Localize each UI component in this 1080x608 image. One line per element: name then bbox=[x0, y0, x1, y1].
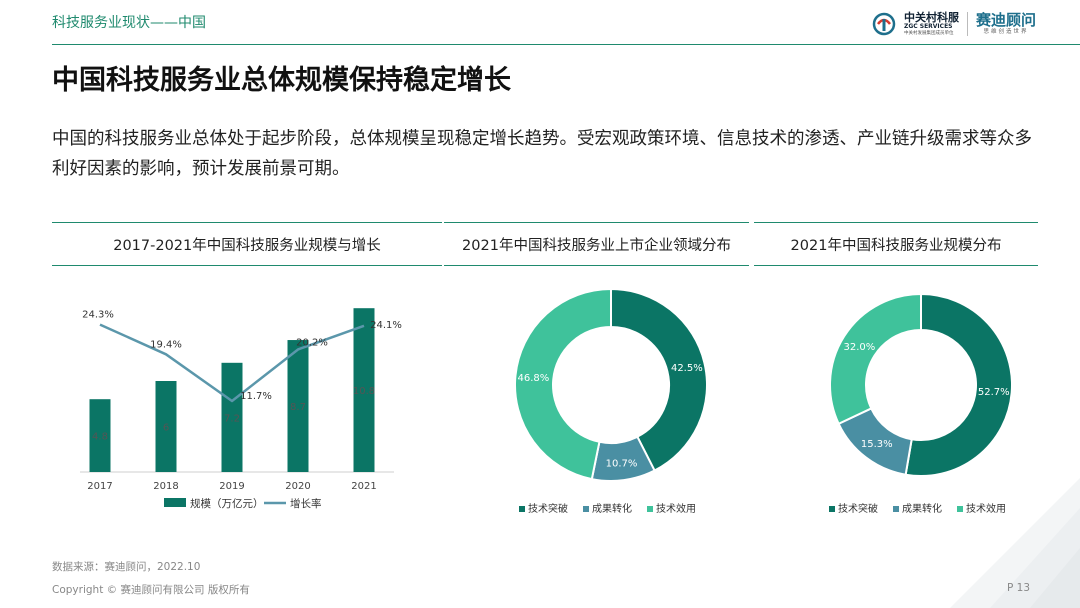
legend-bar-label: 规模（万亿元） bbox=[190, 497, 264, 510]
legend-swatch-技术效用 bbox=[647, 506, 653, 512]
legend-bar-swatch bbox=[164, 498, 186, 507]
donut-slice-技术突破 bbox=[610, 287, 708, 472]
donut-label-技术突破: 52.7% bbox=[978, 387, 1010, 398]
bar-label-2018: 6 bbox=[163, 423, 169, 434]
legend-line-label: 增长率 bbox=[290, 497, 322, 510]
page-header: 科技服务业现状——中国 中关村科服 ZGC SERVICES 中关村发展集团成员… bbox=[0, 0, 1080, 46]
bar-2017 bbox=[89, 399, 111, 472]
legend-label-成果转化: 成果转化 bbox=[592, 502, 632, 515]
page-title: 中国科技服务业总体规模保持稳定增长 bbox=[52, 65, 511, 96]
listed-companies-donut-chart: 42.5% 10.7% 46.8% 技术突破 成果转化 技术效用 bbox=[514, 287, 708, 515]
bar-label-2021: 10.8 bbox=[353, 386, 375, 397]
scale-growth-chart: 4.8 2017 6 2018 7.2 2019 8.7 2020 10.8 2021 24.3% 1… bbox=[80, 308, 402, 510]
donut-label-成果转化: 10.7% bbox=[606, 458, 638, 469]
growth-label-2018: 19.4% bbox=[150, 339, 182, 350]
legend-swatch-成果转化 bbox=[893, 506, 899, 512]
donut-slice-技术突破 bbox=[904, 292, 1013, 477]
bar-2019 bbox=[221, 362, 243, 472]
logo-area: 中关村科服 ZGC SERVICES 中关村发展集团成员单位 赛迪顾问 思维创造… bbox=[872, 8, 1036, 40]
zgc-logo-text: 中关村科服 ZGC SERVICES 中关村发展集团成员单位 bbox=[903, 10, 959, 36]
donut-slice-技术效用 bbox=[829, 292, 922, 426]
copyright-notice: Copyright © 赛迪顾问有限公司 版权所有 bbox=[52, 584, 250, 596]
bar-2018 bbox=[155, 381, 177, 472]
x-tick-label-2021: 2021 bbox=[351, 481, 376, 492]
growth-label-2021: 24.1% bbox=[370, 320, 402, 331]
growth-label-2019: 11.7% bbox=[240, 391, 272, 402]
logo-separator bbox=[966, 12, 968, 36]
data-source-note: 数据来源：赛迪顾问，2022.10 bbox=[52, 561, 201, 573]
legend-label-技术突破: 技术突破 bbox=[528, 502, 568, 515]
decorative-corner-pattern bbox=[950, 478, 1080, 608]
legend-label-技术效用: 技术效用 bbox=[966, 502, 1006, 515]
bar-2021 bbox=[353, 308, 375, 472]
legend-swatch-成果转化 bbox=[583, 506, 589, 512]
legend-swatch-技术突破 bbox=[519, 506, 525, 512]
donut-label-技术突破: 42.5% bbox=[671, 363, 703, 374]
bar-2020 bbox=[287, 340, 309, 472]
donut-slice-技术效用 bbox=[514, 287, 612, 481]
legend-label-技术突破: 技术突破 bbox=[838, 502, 878, 515]
legend-swatch-技术突破 bbox=[829, 506, 835, 512]
section-title: 科技服务业现状——中国 bbox=[52, 15, 206, 31]
growth-label-2017: 24.3% bbox=[82, 310, 114, 321]
bar-label-2019: 7.2 bbox=[224, 413, 240, 424]
header-divider bbox=[52, 44, 1080, 45]
zgc-logo-icon bbox=[872, 12, 896, 36]
intro-paragraph: 中国的科技服务业总体处于起步阶段，总体规模呈现稳定增长趋势。受宏观政策环境、信息… bbox=[52, 129, 1032, 179]
x-tick-label-2019: 2019 bbox=[219, 481, 244, 492]
donut-label-成果转化: 15.3% bbox=[861, 439, 893, 450]
donut-label-技术效用: 32.0% bbox=[843, 342, 875, 353]
x-tick-label-2020: 2020 bbox=[285, 481, 310, 492]
bar-label-2020: 8.7 bbox=[290, 402, 306, 413]
x-tick-label-2017: 2017 bbox=[87, 481, 112, 492]
page-number: P 13 bbox=[1006, 582, 1030, 594]
bar-label-2017: 4.8 bbox=[92, 432, 108, 443]
growth-rate-line bbox=[99, 323, 365, 403]
chart1-title: 2017-2021年中国科技服务业规模与增长 bbox=[52, 222, 442, 266]
growth-label-2020: 20.2% bbox=[296, 337, 328, 348]
saidi-logo: 赛迪顾问 思维创造世界 bbox=[975, 10, 1036, 35]
legend-label-技术效用: 技术效用 bbox=[656, 502, 696, 515]
legend-swatch-技术效用 bbox=[957, 506, 963, 512]
chart3-title: 2021年中国科技服务业规模分布 bbox=[754, 222, 1038, 266]
chart2-title: 2021年中国科技服务业上市企业领域分布 bbox=[444, 222, 749, 266]
legend-label-成果转化: 成果转化 bbox=[902, 502, 942, 515]
x-tick-label-2018: 2018 bbox=[153, 481, 178, 492]
scale-distribution-donut-chart: 52.7% 15.3% 32.0% 技术突破 成果转化 技术效用 bbox=[829, 292, 1013, 515]
donut-label-技术效用: 46.8% bbox=[518, 373, 550, 384]
